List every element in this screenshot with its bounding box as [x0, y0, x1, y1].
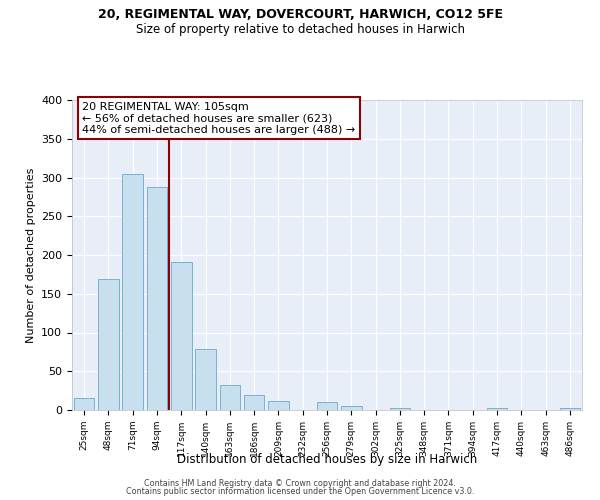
Bar [389, 408, 410, 410]
Text: Size of property relative to detached houses in Harwich: Size of property relative to detached ho… [136, 22, 464, 36]
Text: 20, REGIMENTAL WAY, DOVERCOURT, HARWICH, CO12 5FE: 20, REGIMENTAL WAY, DOVERCOURT, HARWICH,… [97, 8, 503, 20]
Y-axis label: Number of detached properties: Number of detached properties [26, 168, 35, 342]
Bar [74, 398, 94, 410]
Bar [268, 402, 289, 410]
Bar [220, 385, 240, 410]
Bar [146, 187, 167, 410]
Bar [487, 408, 508, 410]
Bar [171, 262, 191, 410]
Text: Contains public sector information licensed under the Open Government Licence v3: Contains public sector information licen… [126, 487, 474, 496]
Text: Distribution of detached houses by size in Harwich: Distribution of detached houses by size … [177, 452, 477, 466]
Bar [244, 394, 265, 410]
Text: Contains HM Land Registry data © Crown copyright and database right 2024.: Contains HM Land Registry data © Crown c… [144, 478, 456, 488]
Bar [195, 349, 216, 410]
Bar [560, 408, 580, 410]
Bar [98, 279, 119, 410]
Bar [122, 174, 143, 410]
Bar [341, 406, 362, 410]
Bar [317, 402, 337, 410]
Text: 20 REGIMENTAL WAY: 105sqm
← 56% of detached houses are smaller (623)
44% of semi: 20 REGIMENTAL WAY: 105sqm ← 56% of detac… [82, 102, 355, 134]
